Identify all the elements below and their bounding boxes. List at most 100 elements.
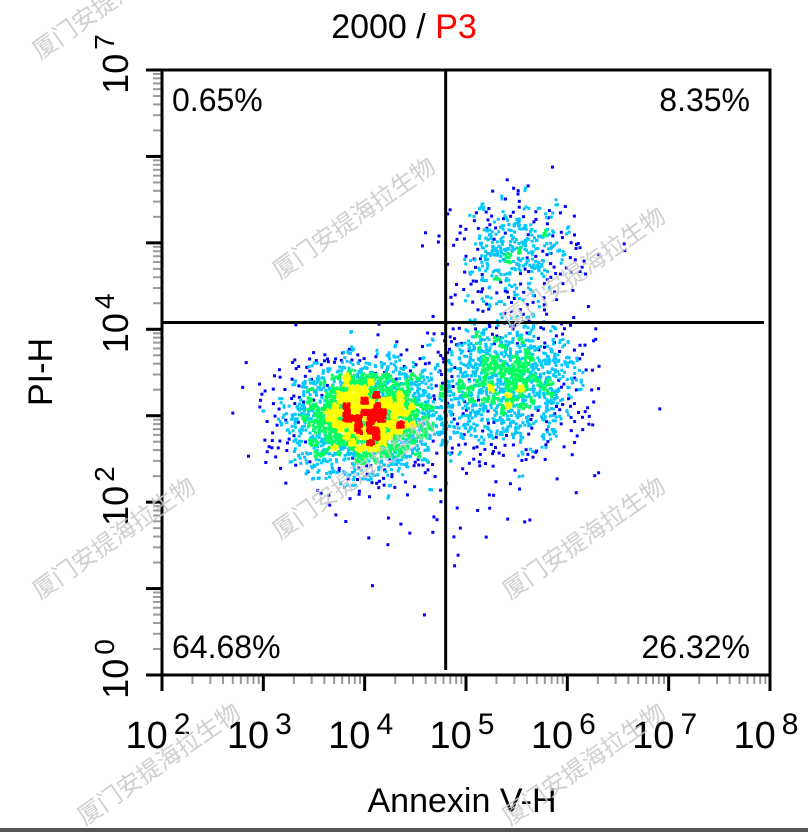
event-dot — [508, 409, 512, 413]
event-dot — [470, 270, 474, 274]
event-dot — [374, 423, 378, 427]
event-dot — [315, 448, 319, 452]
event-dot — [282, 413, 286, 417]
event-dot — [510, 375, 514, 379]
event-dot — [321, 408, 325, 412]
event-dot — [492, 277, 496, 281]
event-dot — [514, 422, 518, 426]
event-dot — [366, 440, 370, 444]
event-dot — [317, 452, 321, 456]
event-dot — [506, 517, 510, 521]
event-dot — [514, 382, 518, 386]
event-dot — [468, 379, 472, 383]
event-dot — [555, 396, 559, 400]
event-dot — [458, 348, 462, 352]
event-dot — [473, 374, 477, 378]
event-dot — [322, 450, 326, 454]
event-dot — [416, 424, 420, 428]
event-dot — [544, 352, 548, 356]
event-dot — [287, 437, 291, 441]
event-dot — [407, 454, 411, 458]
event-dot — [517, 426, 521, 430]
event-dot — [501, 437, 505, 441]
event-dot — [475, 445, 479, 449]
event-dot — [558, 414, 562, 418]
event-dot — [296, 407, 300, 411]
event-dot — [516, 356, 519, 360]
event-dot — [377, 382, 381, 386]
event-dot — [542, 327, 546, 331]
event-dot — [527, 395, 531, 398]
event-dot — [468, 393, 471, 397]
event-dot — [546, 355, 550, 359]
event-dot — [400, 401, 404, 405]
event-dot — [348, 392, 352, 395]
event-dot — [533, 371, 537, 375]
event-dot — [405, 445, 408, 449]
event-dot — [393, 409, 397, 413]
event-dot — [477, 391, 481, 395]
event-dot — [480, 290, 484, 294]
event-dot — [314, 359, 318, 363]
event-dot — [484, 236, 488, 240]
event-dot — [319, 411, 323, 415]
event-dot — [480, 331, 484, 335]
event-dot — [505, 429, 509, 433]
event-dot — [513, 468, 517, 472]
event-dot — [532, 401, 536, 405]
event-dot — [410, 439, 414, 443]
event-dot — [367, 424, 371, 428]
event-dot — [340, 360, 344, 364]
event-dot — [499, 280, 503, 284]
event-dot — [499, 382, 503, 386]
event-dot — [347, 374, 351, 378]
event-dot — [511, 365, 515, 369]
event-dot — [338, 451, 342, 455]
event-dot — [442, 360, 446, 364]
event-dot — [556, 353, 560, 357]
event-dot — [535, 364, 539, 368]
event-dot — [530, 250, 534, 254]
event-dot — [483, 447, 487, 451]
event-dot — [408, 369, 412, 373]
event-dot — [362, 436, 366, 440]
event-dot — [523, 348, 527, 352]
event-dot — [507, 402, 511, 406]
event-dot — [408, 419, 412, 423]
event-dot — [346, 477, 350, 481]
event-dot — [328, 432, 332, 436]
event-dot — [515, 342, 519, 346]
event-dot — [557, 372, 561, 376]
event-dot — [485, 261, 489, 265]
event-dot — [300, 425, 304, 429]
event-dot — [499, 411, 503, 415]
event-dot — [456, 374, 460, 378]
event-dot — [388, 398, 391, 402]
event-dot — [273, 414, 277, 418]
event-dot — [548, 370, 552, 374]
event-dot — [493, 362, 497, 366]
event-dot — [507, 418, 511, 421]
event-dot — [386, 367, 390, 371]
event-dot — [556, 370, 560, 374]
event-dot — [455, 283, 458, 286]
event-dot — [541, 235, 545, 239]
event-dot — [529, 223, 533, 227]
event-dot — [421, 369, 425, 373]
event-dot — [328, 475, 331, 479]
event-dot — [520, 227, 524, 231]
event-dot — [594, 327, 598, 331]
event-dot — [450, 420, 454, 424]
event-dot — [483, 258, 487, 262]
event-dot — [471, 335, 475, 339]
event-dot — [325, 448, 329, 451]
event-dot — [448, 208, 452, 212]
event-dot — [529, 265, 533, 269]
event-dot — [515, 330, 519, 334]
event-dot — [469, 391, 473, 395]
event-dot — [440, 399, 444, 403]
event-dot — [420, 458, 424, 462]
event-dot — [311, 424, 315, 427]
event-dot — [381, 376, 385, 380]
event-dot — [482, 279, 486, 282]
